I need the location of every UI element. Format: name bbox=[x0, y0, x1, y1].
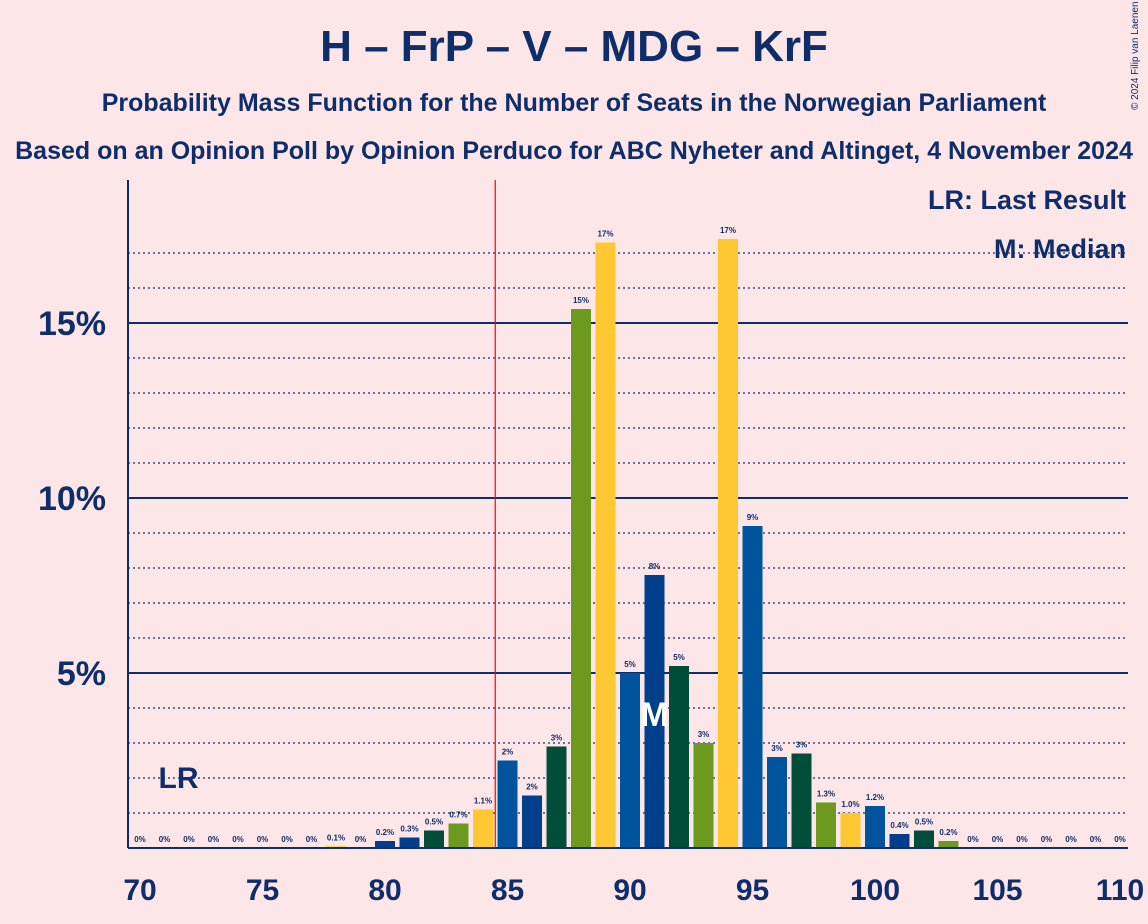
data-label: 0% bbox=[281, 835, 293, 844]
data-label: 2% bbox=[502, 748, 514, 757]
annotations: LR M LR: Last Result M: Median bbox=[159, 180, 1126, 848]
data-label: 0.2% bbox=[939, 828, 957, 837]
data-label: 0% bbox=[183, 835, 195, 844]
x-tick-label: 70 bbox=[123, 874, 156, 907]
data-label: 0.4% bbox=[890, 821, 908, 830]
chart-subtitle: Probability Mass Function for the Number… bbox=[101, 89, 1047, 117]
y-tick-label: 5% bbox=[57, 655, 106, 693]
data-label: 1.3% bbox=[817, 790, 835, 799]
data-label: 3% bbox=[771, 744, 783, 753]
data-label: 9% bbox=[747, 513, 759, 522]
data-label: 3% bbox=[551, 734, 563, 743]
y-tick-label: 15% bbox=[38, 305, 106, 343]
data-label: 0% bbox=[232, 835, 244, 844]
bar bbox=[375, 841, 395, 848]
tick-labels: 5% 10% 15% 70 75 80 85 90 95 100 105 110 bbox=[38, 305, 1144, 907]
median-marker: M bbox=[640, 696, 668, 734]
data-label: 1.2% bbox=[866, 793, 884, 802]
data-label: 0% bbox=[355, 835, 367, 844]
data-label: 5% bbox=[624, 660, 636, 669]
data-label: 8% bbox=[649, 562, 661, 571]
data-label: 5% bbox=[673, 653, 685, 662]
bar bbox=[473, 809, 493, 848]
bars bbox=[326, 239, 959, 848]
value-labels: 0% 0% 0% 0% 0% 0% 0% 0% 0.1% 0% 0.2% 0.3% 0.5% 0.7% 1.… bbox=[134, 226, 1126, 844]
x-tick-label: 110 bbox=[1096, 874, 1144, 907]
data-label: 0% bbox=[159, 835, 171, 844]
bar bbox=[546, 746, 567, 848]
x-tick-label: 105 bbox=[972, 874, 1022, 907]
bar bbox=[865, 806, 885, 848]
legend-last-result: LR: Last Result bbox=[928, 185, 1126, 215]
data-label: 0.7% bbox=[449, 811, 467, 820]
x-tick-label: 90 bbox=[613, 874, 646, 907]
x-tick-label: 75 bbox=[246, 874, 279, 907]
bar bbox=[644, 575, 665, 848]
data-label: 3% bbox=[698, 730, 710, 739]
x-tick-label: 100 bbox=[850, 874, 900, 907]
bar bbox=[840, 813, 861, 848]
bar bbox=[718, 239, 738, 848]
bar bbox=[742, 526, 763, 848]
bar bbox=[620, 673, 640, 848]
data-label: 0% bbox=[992, 835, 1004, 844]
chart-source: Based on an Opinion Poll by Opinion Perd… bbox=[15, 137, 1133, 165]
bar bbox=[938, 841, 959, 848]
data-label: 0% bbox=[967, 835, 979, 844]
bar bbox=[889, 834, 910, 848]
data-label: 0.5% bbox=[425, 818, 443, 827]
bar bbox=[571, 309, 591, 848]
bar bbox=[914, 830, 934, 848]
data-label: 1.0% bbox=[841, 800, 859, 809]
data-label: 0% bbox=[1041, 835, 1053, 844]
data-label: 0% bbox=[208, 835, 220, 844]
x-tick-label: 80 bbox=[368, 874, 401, 907]
y-tick-label: 10% bbox=[38, 480, 106, 518]
data-label: 0.1% bbox=[327, 833, 345, 842]
data-label: 0.3% bbox=[400, 825, 418, 834]
data-label: 17% bbox=[597, 230, 613, 239]
data-label: 1.1% bbox=[474, 797, 492, 806]
bar bbox=[669, 666, 689, 848]
bar bbox=[424, 830, 444, 848]
x-tick-label: 95 bbox=[736, 874, 769, 907]
data-label: 0% bbox=[257, 835, 269, 844]
bar bbox=[767, 757, 787, 848]
data-label: 0% bbox=[1016, 835, 1028, 844]
bar bbox=[816, 802, 836, 848]
x-tick-label: 85 bbox=[491, 874, 524, 907]
data-label: 0.2% bbox=[376, 828, 394, 837]
data-label: 0.5% bbox=[915, 818, 933, 827]
data-label: 15% bbox=[573, 296, 589, 305]
bar bbox=[399, 837, 420, 848]
data-label: 3% bbox=[796, 741, 808, 750]
data-label: 0% bbox=[1114, 835, 1126, 844]
chart-title: H – FrP – V – MDG – KrF bbox=[320, 22, 828, 71]
legend-median: M: Median bbox=[994, 234, 1126, 264]
last-result-marker: LR bbox=[159, 762, 199, 795]
bar bbox=[448, 823, 469, 848]
bar bbox=[595, 242, 616, 848]
bar bbox=[522, 795, 542, 848]
bar bbox=[693, 743, 714, 848]
axes bbox=[127, 180, 1128, 849]
data-label: 2% bbox=[526, 783, 538, 792]
data-label: 0% bbox=[306, 835, 318, 844]
bar bbox=[497, 760, 518, 848]
data-label: 0% bbox=[1090, 835, 1102, 844]
bar bbox=[791, 753, 812, 848]
data-label: 17% bbox=[720, 226, 736, 235]
data-label: 0% bbox=[1065, 835, 1077, 844]
data-label: 0% bbox=[134, 835, 146, 844]
